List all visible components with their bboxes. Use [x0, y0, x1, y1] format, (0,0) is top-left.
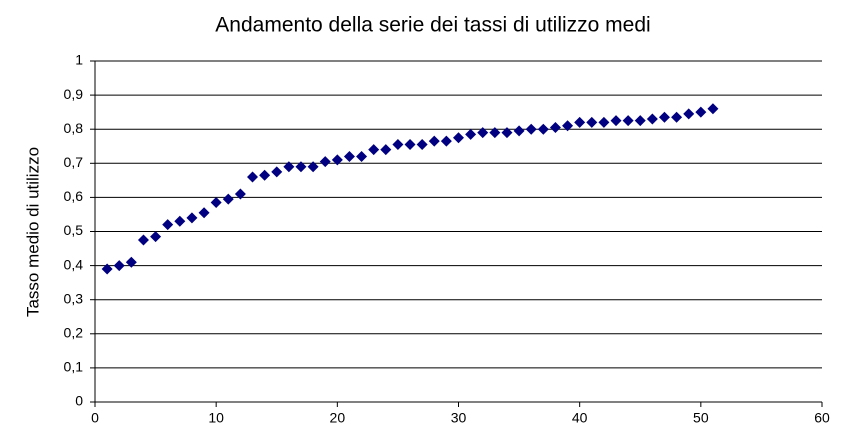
point: [307, 161, 319, 173]
x-tick-label: 0: [91, 410, 99, 426]
point: [416, 139, 428, 151]
y-tick-label: 0,1: [64, 359, 84, 375]
point: [453, 132, 464, 144]
point: [695, 106, 707, 118]
point: [295, 161, 307, 173]
point: [683, 108, 695, 120]
point: [380, 144, 392, 156]
point: [562, 120, 574, 132]
point: [137, 234, 149, 246]
point: [658, 111, 670, 123]
point: [319, 156, 331, 168]
y-tick-label: 0,4: [64, 256, 84, 272]
point: [259, 169, 271, 181]
point: [440, 135, 452, 147]
chart-title: Andamento della serie dei tassi di utili…: [215, 14, 650, 37]
point: [465, 128, 477, 140]
point: [113, 260, 125, 272]
point: [586, 116, 598, 128]
point: [501, 127, 513, 139]
point: [525, 123, 537, 135]
point: [150, 231, 162, 243]
y-tick-label: 0,8: [64, 120, 84, 136]
x-tick-label: 60: [814, 410, 830, 426]
point: [622, 115, 634, 127]
x-tick-label: 10: [208, 410, 224, 426]
y-tick-label: 0,3: [64, 290, 84, 306]
point: [186, 212, 198, 224]
point: [283, 161, 295, 173]
point: [331, 154, 343, 166]
point: [162, 219, 174, 231]
point: [646, 113, 658, 125]
y-tick-label: 0: [75, 393, 83, 409]
y-tick-label: 0,9: [64, 86, 84, 102]
x-tick-label: 40: [572, 410, 588, 426]
point: [549, 121, 561, 133]
point: [210, 197, 222, 209]
point: [671, 111, 683, 123]
point: [101, 263, 113, 275]
point: [343, 150, 355, 162]
point: [404, 139, 416, 151]
point: [125, 256, 137, 268]
x-tick-label: 30: [451, 410, 467, 426]
point: [513, 125, 525, 137]
point: [368, 144, 380, 156]
point: [174, 215, 186, 227]
point: [247, 171, 259, 183]
y-tick-label: 0,7: [64, 154, 84, 170]
x-tick-label: 20: [330, 410, 346, 426]
point: [634, 115, 646, 127]
y-tick-label: 0,5: [64, 222, 84, 238]
point: [707, 103, 719, 115]
point: [222, 193, 234, 205]
point: [356, 150, 368, 162]
point: [477, 127, 489, 139]
point: [234, 188, 246, 200]
y-tick-label: 0,2: [64, 325, 84, 341]
y-axis-label: Tasso medio di utilizzo: [23, 147, 42, 317]
x-tick-label: 50: [693, 410, 709, 426]
point: [392, 139, 404, 151]
point: [598, 116, 610, 128]
point: [198, 207, 210, 219]
point: [428, 135, 440, 147]
y-tick-label: 1: [75, 52, 83, 68]
point: [574, 116, 586, 128]
point: [271, 166, 283, 178]
point: [610, 115, 622, 127]
point: [489, 127, 501, 139]
y-tick-label: 0,6: [64, 188, 84, 204]
point: [537, 123, 549, 135]
